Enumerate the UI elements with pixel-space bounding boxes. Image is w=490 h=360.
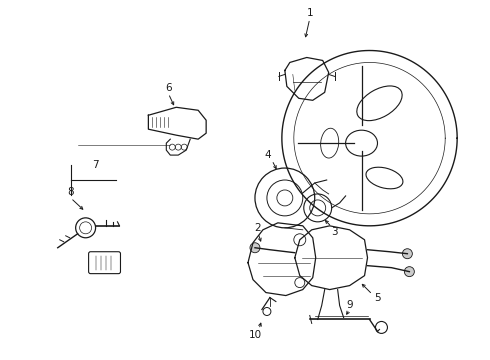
Text: 6: 6 — [165, 84, 172, 93]
Text: 7: 7 — [92, 160, 99, 170]
Text: 1: 1 — [306, 8, 313, 18]
Text: 3: 3 — [331, 227, 338, 237]
Text: 4: 4 — [265, 150, 271, 160]
Circle shape — [404, 267, 415, 276]
Circle shape — [250, 243, 260, 253]
Text: 5: 5 — [374, 293, 381, 302]
Text: 10: 10 — [248, 330, 262, 341]
Circle shape — [402, 249, 413, 259]
Text: 2: 2 — [255, 223, 261, 233]
Text: 9: 9 — [346, 300, 353, 310]
Text: 8: 8 — [67, 187, 74, 197]
